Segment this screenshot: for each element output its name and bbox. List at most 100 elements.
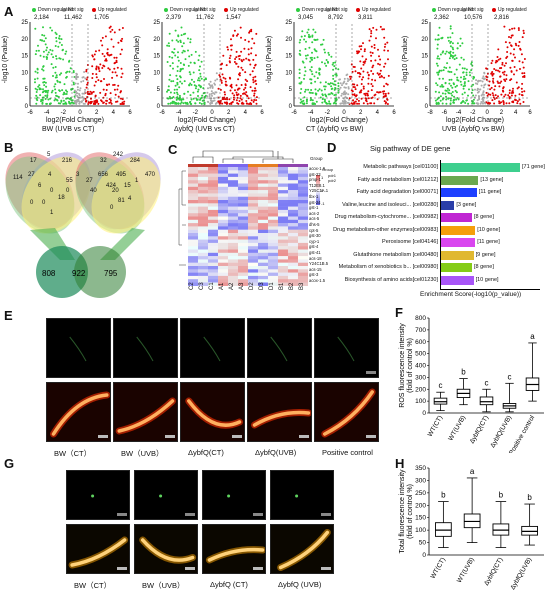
volcano-xtick: -4: [456, 110, 462, 116]
pathway-row-label: Peroxisome [cel04146]: [382, 239, 438, 245]
volcano-xtick: 4: [112, 110, 116, 116]
box-body: [492, 523, 510, 536]
heatmap-cell: [248, 229, 258, 234]
volcano-plot-2: -6 -4 -2 0 2 4 6 0 5 10 15 20 25: [153, 8, 264, 116]
heatmap-cell: [268, 269, 278, 273]
box-sig-letter: c: [439, 381, 443, 390]
venn-left-count: 0: [30, 200, 34, 206]
heatmap-group-label2: Group: [322, 167, 334, 172]
pathway-bar: [440, 225, 476, 235]
heatmap-cell: [228, 206, 238, 211]
heatmap-cell: [198, 203, 208, 207]
volcano-count: 2,379: [166, 15, 182, 21]
heatmap-cell: [218, 226, 228, 230]
box-sig-letter: b: [499, 491, 504, 500]
heatmap-cell: [258, 246, 268, 250]
heatmap-cell: [288, 272, 298, 277]
heatmap-cell: [248, 176, 258, 181]
pathway-gene-count: [11 gene]: [478, 189, 502, 195]
volcano-legend-label: Not sig: [200, 7, 216, 13]
heatmap-cell: [268, 233, 278, 237]
heatmap-cell: [258, 226, 268, 230]
heatmap-cell: [288, 282, 298, 286]
heatmap-cell: [298, 279, 308, 283]
heatmap-sample-label: D3: [259, 282, 265, 290]
heatmap-cell: [258, 223, 268, 227]
heatmap-cell: [278, 262, 288, 267]
heatmap-cell: [198, 236, 208, 240]
heatmap-cell: [208, 249, 218, 253]
venn-bottom-count: 808: [42, 269, 56, 278]
heatmap-cell: [248, 233, 258, 237]
micrograph-green: [66, 470, 130, 520]
heatmap-cell: [228, 213, 238, 217]
venn-left-count: 55: [66, 178, 73, 184]
volcano-legend-label: Up regulated: [98, 7, 127, 13]
heatmap-cell: [238, 209, 248, 214]
volcano-ytick: 5: [289, 87, 293, 93]
box-category: WT(CT): [427, 415, 445, 439]
pathway-bar: [440, 263, 472, 272]
heatmap-cell: [238, 249, 248, 253]
pathway-row-label: Metabolic pathways [cel01100]: [363, 164, 438, 170]
heatmap-cell: [268, 213, 278, 217]
heatmap-cell: [258, 272, 268, 277]
micrograph-e-label: ΔybfQ(CT): [188, 448, 224, 457]
heatmap-cell: [188, 167, 198, 171]
pathway-row-label: Drug metabolism-other enzymes[cel00983]: [333, 226, 438, 233]
heatmap-cell: [208, 272, 218, 277]
venn-left-count: 114: [13, 175, 23, 181]
heatmap-cell: [198, 216, 208, 220]
volcano-count: 3,811: [358, 15, 373, 21]
heatmap-cell: [188, 176, 198, 181]
heatmap-cell: [238, 186, 248, 191]
heatmap-cell: [218, 252, 228, 257]
heatmap-cell: [258, 209, 268, 214]
heatmap-cell: [198, 242, 208, 247]
heatmap-cell: [198, 233, 208, 237]
heatmap-cell: [218, 209, 228, 214]
heatmap-gene-label: tbx-1: [309, 194, 319, 199]
heatmap-cell: [268, 216, 278, 220]
heatmap-cell: [208, 256, 218, 260]
volcano-xtick: 2: [500, 110, 504, 116]
heatmap-cell: [278, 282, 288, 286]
box-ytick: 300: [415, 477, 426, 484]
heatmap-cell: [198, 209, 208, 214]
heatmap-cell: [228, 233, 238, 237]
volcano-xtick: 6: [260, 110, 264, 116]
heatmap-cell: [278, 167, 288, 171]
heatmap-cell: [288, 246, 298, 250]
volcano-xtick: 6: [392, 110, 396, 116]
volcano-count: 11,462: [64, 15, 82, 21]
heatmap-gene-label: acs-15: [309, 266, 322, 272]
heatmap-cell: [218, 173, 228, 178]
venn-right-count: 27: [86, 178, 93, 184]
heatmap-cell: [248, 256, 258, 260]
heatmap-cell: [268, 219, 278, 224]
heatmap-cell: [268, 196, 278, 201]
heatmap-cell: [238, 279, 248, 283]
heatmap-cell: [218, 186, 228, 191]
heatmap-cell: [278, 233, 288, 237]
heatmap-cell: [198, 186, 208, 191]
heatmap-cell: [188, 170, 198, 174]
box-ytick: 0: [422, 552, 426, 559]
heatmap-cell: [228, 223, 238, 227]
heatmap-cell: [228, 256, 238, 260]
heatmap-cell: [198, 206, 208, 211]
heatmap-cell: [258, 180, 268, 184]
heatmap-cell: [278, 252, 288, 257]
heatmap-cell: [198, 272, 208, 277]
venn-left-count: 17: [30, 158, 37, 164]
heatmap-cell: [298, 236, 308, 240]
venn-left: [5, 152, 91, 234]
heatmap-cell: [188, 193, 198, 197]
heatmap-cell: [238, 180, 248, 184]
heatmap-gene-label: dhs-5: [309, 222, 320, 227]
heatmap-cell: [288, 256, 298, 260]
heatmap-cell: [288, 249, 298, 253]
volcano-xlabel: log2(Fold Change): [46, 117, 104, 124]
heatmap-cell: [278, 196, 288, 201]
heatmap-cell: [208, 170, 218, 174]
